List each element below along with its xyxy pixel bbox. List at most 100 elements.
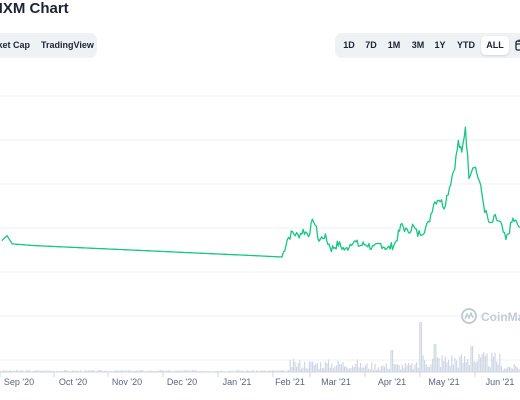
volume-bar — [236, 370, 238, 372]
volume-bar — [212, 371, 214, 372]
volume-bar — [292, 359, 294, 372]
volume-bar — [20, 370, 22, 372]
volume-bar — [196, 371, 198, 372]
tab-market-cap[interactable]: rket Cap — [0, 40, 31, 50]
x-tick-label: Mar '21 — [321, 377, 351, 387]
volume-bar — [41, 371, 43, 372]
volume-bar — [44, 371, 46, 372]
volume-bar — [412, 369, 414, 372]
range-7d-button[interactable]: 7D — [365, 40, 377, 50]
volume-bar — [40, 371, 42, 372]
volume-bar — [248, 370, 250, 372]
volume-bar — [33, 371, 35, 372]
volume-bar — [228, 370, 230, 372]
volume-bar — [510, 367, 512, 372]
volume-bar — [513, 364, 515, 372]
volume-bar — [259, 371, 261, 372]
volume-bar — [240, 371, 242, 372]
volume-bar — [86, 370, 88, 372]
volume-bar — [363, 367, 365, 372]
volume-bar — [425, 364, 427, 372]
tab-tradingview[interactable]: TradingView — [41, 40, 94, 50]
volume-bar — [403, 368, 405, 372]
volume-bar — [409, 365, 411, 372]
x-tick-label: Jun '21 — [486, 377, 515, 387]
volume-bar — [440, 366, 442, 372]
volume-bar — [312, 361, 314, 372]
volume-bar — [17, 370, 19, 372]
calendar-icon[interactable] — [515, 39, 520, 51]
volume-bar — [435, 344, 437, 372]
volume-bar — [108, 371, 110, 372]
volume-bar — [350, 367, 352, 372]
volume-bar — [8, 371, 10, 372]
volume-bar — [326, 363, 328, 372]
volume-bar — [14, 370, 16, 372]
volume-bar — [384, 367, 386, 372]
volume-bar — [97, 370, 99, 372]
volume-bar — [216, 370, 218, 372]
volume-bar — [208, 371, 210, 372]
volume-bar — [408, 362, 410, 372]
volume-bar — [385, 363, 387, 372]
volume-bar — [88, 370, 90, 372]
volume-bar — [211, 371, 213, 372]
volume-bar — [12, 370, 14, 372]
volume-bar — [494, 352, 496, 372]
volume-bar — [118, 370, 120, 372]
volume-bar — [348, 368, 350, 372]
volume-bar — [329, 367, 331, 372]
volume-bar — [70, 371, 72, 372]
volume-bar — [286, 370, 288, 372]
range-1y-button[interactable]: 1Y — [434, 40, 446, 50]
volume-bar — [28, 370, 30, 372]
volume-bar — [340, 364, 342, 372]
volume-bar — [180, 371, 182, 372]
volume-bar — [302, 367, 304, 372]
volume-bar — [174, 370, 176, 372]
volume-bar — [331, 363, 333, 372]
coinmarketcap-watermark: CoinMa — [461, 308, 520, 324]
volume-bar — [284, 371, 286, 372]
price-series-line — [1, 126, 520, 258]
volume-bar — [459, 356, 461, 372]
volume-bar — [59, 371, 61, 372]
volume-bar — [291, 367, 293, 372]
volume-bar — [417, 367, 419, 372]
volume-bar — [324, 361, 326, 372]
volume-bar — [241, 370, 243, 372]
range-3m-button[interactable]: 3M — [411, 40, 425, 50]
range-all-button[interactable]: ALL — [481, 36, 509, 55]
volume-bar — [48, 370, 50, 372]
volume-bar — [371, 362, 373, 372]
volume-bar — [392, 350, 394, 372]
volume-bar — [72, 370, 74, 372]
volume-bar — [116, 370, 118, 372]
volume-bar — [395, 364, 397, 372]
volume-bar — [483, 352, 485, 372]
range-ytd-button[interactable]: YTD — [457, 40, 475, 50]
chart-type-tabs: rket Cap TradingView — [0, 33, 97, 58]
x-tick-label: Feb '21 — [275, 377, 305, 387]
volume-bar — [91, 370, 93, 372]
volume-bar — [176, 370, 178, 372]
volume-bar — [192, 370, 194, 372]
volume-bar — [508, 367, 510, 372]
volume-bar — [336, 365, 338, 372]
volume-bar — [115, 370, 117, 372]
volume-bar — [507, 366, 509, 372]
range-1m-button[interactable]: 1M — [387, 40, 401, 50]
volume-bar — [515, 365, 517, 372]
volume-bar — [294, 361, 296, 372]
volume-bar — [230, 371, 232, 372]
volume-bar — [387, 369, 389, 372]
volume-bar — [267, 370, 269, 372]
volume-bar — [65, 370, 67, 372]
volume-bar — [438, 358, 440, 372]
volume-bar — [235, 370, 237, 372]
volume-bar — [64, 370, 66, 372]
volume-bar — [1, 371, 3, 372]
range-1d-button[interactable]: 1D — [343, 40, 355, 50]
volume-bar — [432, 358, 434, 372]
